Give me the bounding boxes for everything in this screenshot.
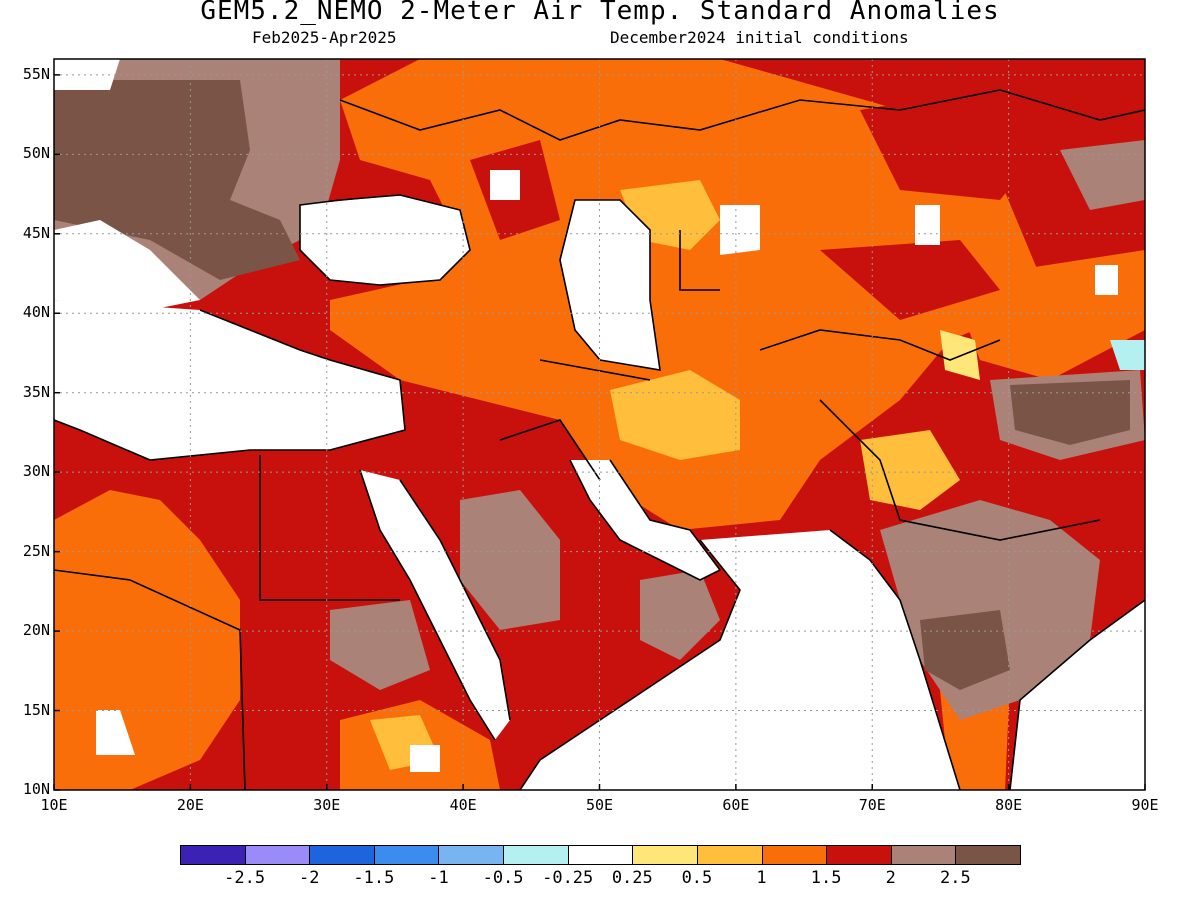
colorbar-swatch — [632, 845, 698, 865]
sea-persian-gulf — [570, 460, 720, 580]
colorbar-swatch — [890, 845, 957, 865]
sea-mediterranean — [54, 300, 405, 460]
colorbar-label: 2 — [885, 868, 896, 888]
field-brown-tibet — [1010, 380, 1130, 445]
lake-balkhash — [915, 205, 940, 245]
colorbar-label: -0.25 — [542, 868, 594, 888]
longitude-label: 50E — [585, 796, 614, 814]
field-tan-sudan — [330, 600, 430, 690]
sea-red — [360, 470, 510, 740]
colorbar-swatch — [567, 845, 634, 865]
coastlines — [54, 89, 1145, 790]
mask-volga — [490, 170, 520, 200]
mask-ethiopia — [410, 745, 440, 772]
colorbar-swatch — [438, 845, 505, 865]
colorbar-label: -0.5 — [482, 868, 524, 888]
sea-bay-of-bengal — [1010, 600, 1145, 790]
coast-bay-of-bengal — [1009, 599, 1145, 790]
field-cyan-tibet — [1110, 340, 1145, 370]
longitude-label: 20E — [176, 796, 204, 814]
latitude-label: 40N — [22, 303, 50, 322]
colorbar-swatch — [955, 845, 1021, 865]
longitude-label: 70E — [858, 796, 886, 814]
mask-tibet — [1095, 265, 1118, 295]
latitude-label: 55N — [22, 64, 50, 83]
latitude-label: 25N — [22, 541, 50, 560]
longitude-label: 30E — [313, 796, 341, 814]
colorbar-label: -2 — [298, 868, 320, 888]
gridlines — [54, 59, 1145, 790]
sea-adriatic-tyrrhenian — [54, 220, 200, 310]
latitude-label: 50N — [22, 144, 50, 163]
colorbar-label: 0.5 — [681, 868, 713, 888]
colorbar-swatch — [826, 845, 892, 865]
colorbar-swatch — [309, 845, 375, 865]
colorbar-label: 2.5 — [940, 868, 971, 888]
longitude-label: 90E — [1131, 796, 1159, 814]
sea-arabian — [520, 530, 960, 790]
latitude-label: 20N — [22, 621, 50, 640]
longitude-label: 10E — [40, 796, 68, 814]
sea-black — [300, 195, 470, 285]
longitude-label: 80E — [995, 796, 1023, 814]
colorbar-swatch — [373, 845, 440, 865]
longitude-label: 60E — [722, 796, 750, 814]
latitude-label: 45N — [22, 223, 50, 242]
map-title: GEM5.2_NEMO 2-Meter Air Temp. Standard A… — [200, 0, 1000, 26]
coast-caspian — [559, 199, 661, 371]
coast-red-sea — [359, 469, 511, 741]
colorbar-label: 0.25 — [611, 868, 653, 888]
colorbar-swatch — [244, 845, 311, 865]
coast-black-sea — [299, 194, 471, 286]
field-red-kazakh — [860, 90, 1040, 200]
field-tan-arabia — [460, 490, 560, 630]
lake-aral — [720, 205, 760, 255]
colorbar-label: 1.5 — [810, 868, 842, 888]
mask-chad — [96, 710, 135, 755]
colorbar-swatch — [503, 845, 569, 865]
colorbar-label: -1 — [428, 868, 449, 888]
colorbar-swatch — [761, 845, 828, 865]
coast-persian-gulf — [569, 459, 722, 581]
field-red-tianshan — [820, 240, 1000, 320]
latitude-label: 15N — [22, 700, 50, 719]
forecast-period: Feb2025-Apr2025 — [252, 28, 397, 47]
field-brown-india — [920, 610, 1010, 690]
initial-conditions: December2024 initial conditions — [610, 28, 909, 47]
sea-baltic — [54, 59, 120, 90]
coast-mediterranean — [54, 309, 406, 461]
field-lightyellow-kashmir — [940, 330, 980, 380]
field-yellow-pakistan — [860, 430, 960, 510]
field-tan-mongolia — [1060, 140, 1145, 210]
latitude-label: 30N — [22, 462, 50, 481]
coast-arabian-sea — [519, 529, 961, 790]
longitude-label: 40E — [449, 796, 477, 814]
country-borders — [54, 89, 1145, 790]
colorbar-label: -2.5 — [224, 868, 266, 888]
field-tan-oman — [640, 570, 720, 660]
latitude-label: 10N — [22, 780, 50, 798]
sea-caspian — [560, 200, 660, 370]
colorbar-label: 1 — [756, 868, 767, 888]
colorbar-label: -1.5 — [353, 868, 395, 888]
colorbar-swatch — [180, 845, 246, 865]
colorbar-swatch — [696, 845, 763, 865]
anomaly-fields — [54, 59, 1145, 790]
latitude-label: 35N — [22, 382, 50, 401]
axis-ticks — [53, 74, 1146, 791]
